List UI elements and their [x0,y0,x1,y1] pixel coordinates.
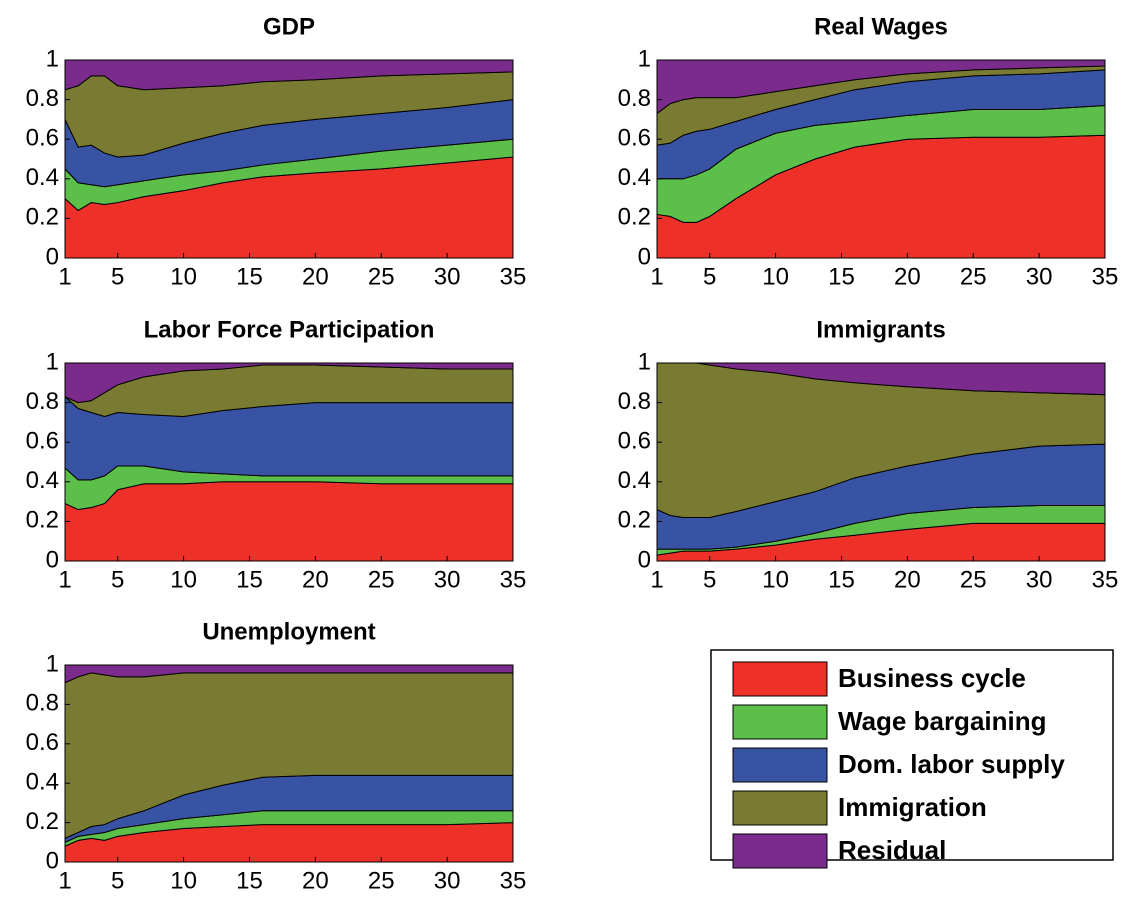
x-tick-label: 25 [960,566,987,593]
y-tick-label: 0.6 [26,428,59,455]
x-tick-label: 20 [302,566,329,593]
axes-box [656,59,1106,259]
legend-label: Dom. labor supply [838,749,1065,779]
x-tick-label: 30 [1026,263,1053,290]
y-tick-label: 1 [46,348,59,375]
x-tick-label: 35 [500,867,527,894]
x-tick-label: 5 [703,566,716,593]
x-tick-label: 35 [500,263,527,290]
x-tick-label: 5 [703,263,716,290]
subplot-title: Real Wages [814,13,948,40]
x-tick-label: 35 [1092,263,1119,290]
y-tick-label: 0 [46,546,59,573]
x-tick-label: 15 [236,566,263,593]
x-tick-label: 10 [170,263,197,290]
x-tick-label: 1 [58,867,71,894]
legend-label: Business cycle [838,663,1026,693]
y-tick-label: 0.8 [618,85,651,112]
y-tick-label: 0.6 [26,729,59,756]
y-tick-label: 0.8 [26,690,59,717]
x-tick-label: 15 [236,867,263,894]
y-tick-label: 0.2 [26,808,59,835]
x-tick-label: 25 [368,263,395,290]
x-tick-label: 20 [302,263,329,290]
y-tick-label: 0.2 [618,507,651,534]
x-tick-label: 10 [762,566,789,593]
y-tick-label: 0.4 [26,769,59,796]
y-tick-label: 0.2 [26,204,59,231]
y-tick-label: 0 [46,847,59,874]
x-tick-label: 20 [894,566,921,593]
x-tick-label: 10 [170,566,197,593]
y-tick-label: 0 [46,243,59,270]
y-tick-label: 0.4 [26,467,59,494]
subplot-title: Labor Force Participation [144,316,435,343]
x-tick-label: 15 [828,263,855,290]
axes-box [64,59,514,259]
x-tick-label: 35 [1092,566,1119,593]
legend-label: Wage bargaining [838,706,1047,736]
y-tick-label: 0 [638,243,651,270]
x-tick-label: 5 [111,566,124,593]
x-tick-label: 30 [1026,566,1053,593]
x-tick-label: 30 [434,566,461,593]
x-tick-label: 30 [434,263,461,290]
x-tick-label: 25 [368,566,395,593]
legend-swatch [732,661,828,697]
y-tick-label: 0.8 [26,85,59,112]
y-tick-label: 0.8 [618,388,651,415]
y-tick-label: 0.2 [618,204,651,231]
y-tick-label: 0.6 [618,428,651,455]
y-tick-label: 1 [46,650,59,677]
axes-box [656,362,1106,562]
y-tick-label: 0.4 [26,164,59,191]
legend-swatch [732,704,828,740]
y-tick-label: 1 [638,348,651,375]
x-tick-label: 20 [894,263,921,290]
x-tick-label: 15 [236,263,263,290]
legend-label: Residual [838,835,946,865]
x-tick-label: 15 [828,566,855,593]
y-tick-label: 0.6 [618,125,651,152]
x-tick-label: 1 [650,566,663,593]
y-tick-label: 0.6 [26,125,59,152]
x-tick-label: 25 [368,867,395,894]
subplot-title: Immigrants [816,316,945,343]
x-tick-label: 10 [170,867,197,894]
y-tick-label: 1 [638,45,651,72]
x-tick-label: 1 [58,263,71,290]
x-tick-label: 10 [762,263,789,290]
legend-swatch [732,833,828,869]
subplot-title: Unemployment [202,618,375,645]
x-tick-label: 25 [960,263,987,290]
x-tick-label: 5 [111,263,124,290]
subplot-title: GDP [263,13,315,40]
x-tick-label: 35 [500,566,527,593]
axes-box [64,664,514,863]
y-tick-label: 0.4 [618,164,651,191]
x-tick-label: 1 [58,566,71,593]
area [64,481,514,562]
y-tick-label: 0.4 [618,467,651,494]
legend-swatch [732,790,828,826]
x-tick-label: 20 [302,867,329,894]
y-tick-label: 0 [638,546,651,573]
x-tick-label: 30 [434,867,461,894]
x-tick-label: 1 [650,263,663,290]
legend-swatch [732,747,828,783]
axes-box [64,362,514,562]
y-tick-label: 0.2 [26,507,59,534]
y-tick-label: 0.8 [26,388,59,415]
y-tick-label: 1 [46,45,59,72]
x-tick-label: 5 [111,867,124,894]
legend-label: Immigration [838,792,987,822]
